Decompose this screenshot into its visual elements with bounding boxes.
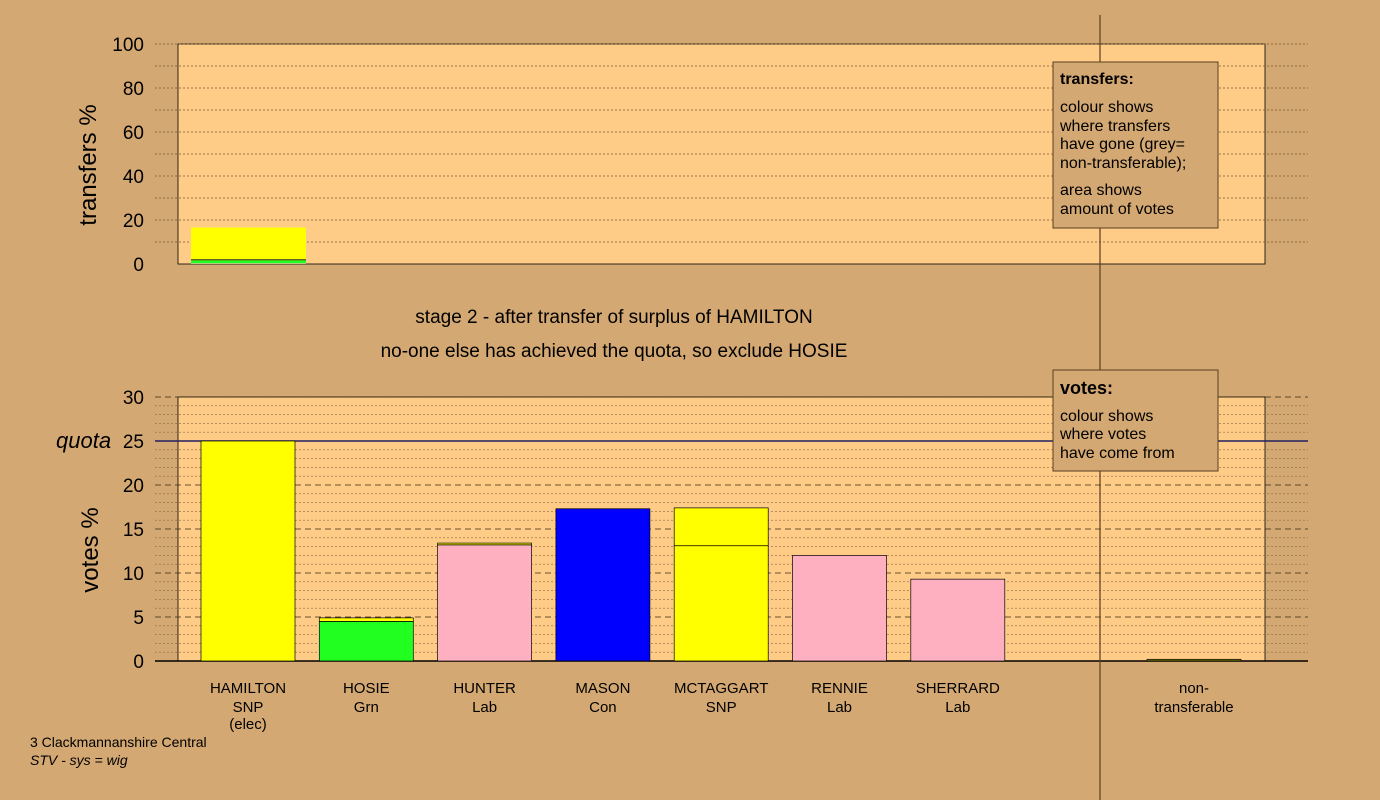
stage-line-2: no-one else has achieved the quota, so e… <box>381 341 848 362</box>
transfers-axis-label: transfers % <box>75 104 102 225</box>
y-tick-label: 40 <box>123 167 144 188</box>
vote-bar-segment <box>437 542 532 546</box>
candidate-name: MASON <box>575 680 630 697</box>
transfer-segment <box>191 259 306 261</box>
candidate-name: RENNIE <box>811 680 868 697</box>
candidate-party: Lab <box>472 699 497 716</box>
y-tick-label: 0 <box>133 652 144 673</box>
footer: 3 Clackmannanshire Central STV - sys = w… <box>30 733 207 769</box>
vote-bar-segment <box>318 617 414 622</box>
y-tick-label: 10 <box>123 564 144 585</box>
y-tick-label: 60 <box>123 123 144 144</box>
y-tick-label: 80 <box>123 79 144 100</box>
non-transferable-label: transferable <box>1154 699 1233 716</box>
y-tick-label: 100 <box>112 35 144 56</box>
votes-legend-title: votes: <box>1060 378 1113 398</box>
transfers-legend-line: non-transferable); <box>1060 155 1186 172</box>
quota-label: quota <box>56 428 111 453</box>
candidate-name: HOSIE <box>343 680 390 697</box>
votes-legend-line: colour shows <box>1060 408 1153 425</box>
ward-name: 3 Clackmannanshire Central <box>30 734 207 750</box>
vote-bar-segment <box>910 578 1006 662</box>
vote-bar-segment <box>673 507 769 547</box>
voting-system: STV - sys = wig <box>30 752 128 768</box>
candidate-party: SNP <box>233 699 264 716</box>
candidate-party: SNP <box>706 699 737 716</box>
transfer-segment <box>191 263 306 264</box>
votes-legend-line: where votes <box>1059 426 1146 443</box>
candidate-party: Con <box>589 699 617 716</box>
transfer-segment <box>191 260 306 264</box>
transfers-legend-line: where transfers <box>1059 118 1170 135</box>
votes-legend: votes: colour shows where votes have com… <box>1052 369 1219 472</box>
y-tick-label: 5 <box>133 608 144 629</box>
vote-bar-segment <box>673 545 769 662</box>
transfer-segment <box>191 227 306 260</box>
transfers-legend-line: area shows <box>1060 182 1142 199</box>
y-tick-label: 25 <box>123 432 144 453</box>
vote-bar-segment <box>318 621 414 662</box>
y-tick-label: 30 <box>123 388 144 409</box>
stage-line-1: stage 2 - after transfer of surplus of H… <box>415 307 812 328</box>
candidate-party: Lab <box>945 699 970 716</box>
vote-bar-segment <box>200 440 296 662</box>
votes-legend-line: have come from <box>1060 445 1175 462</box>
transfers-legend: transfers: colour shows where transfers … <box>1052 61 1219 229</box>
candidate-name: HUNTER <box>453 680 516 697</box>
candidate-party: Lab <box>827 699 852 716</box>
candidate-name: MCTAGGART <box>674 680 768 697</box>
candidate-name: HAMILTON <box>210 680 286 697</box>
vote-bar-segment <box>555 508 651 662</box>
votes-axis-label: votes % <box>77 507 104 592</box>
y-tick-label: 20 <box>123 211 144 232</box>
candidate-note: (elec) <box>229 716 267 733</box>
y-tick-label: 20 <box>123 476 144 497</box>
candidate-name: SHERRARD <box>916 680 1000 697</box>
y-tick-label: 0 <box>133 255 144 276</box>
transfers-legend-line: amount of votes <box>1060 201 1174 218</box>
vote-bar-segment <box>792 555 887 662</box>
non-transferable-label: non- <box>1179 680 1209 697</box>
transfers-legend-line: colour shows <box>1060 99 1153 116</box>
candidate-party: Grn <box>354 699 379 716</box>
vote-bar-segment <box>437 544 532 662</box>
non-transferable-bar <box>1146 658 1242 662</box>
transfers-legend-line: have gone (grey= <box>1060 136 1185 153</box>
transfers-legend-title: transfers: <box>1060 71 1134 88</box>
y-tick-label: 15 <box>123 520 144 541</box>
